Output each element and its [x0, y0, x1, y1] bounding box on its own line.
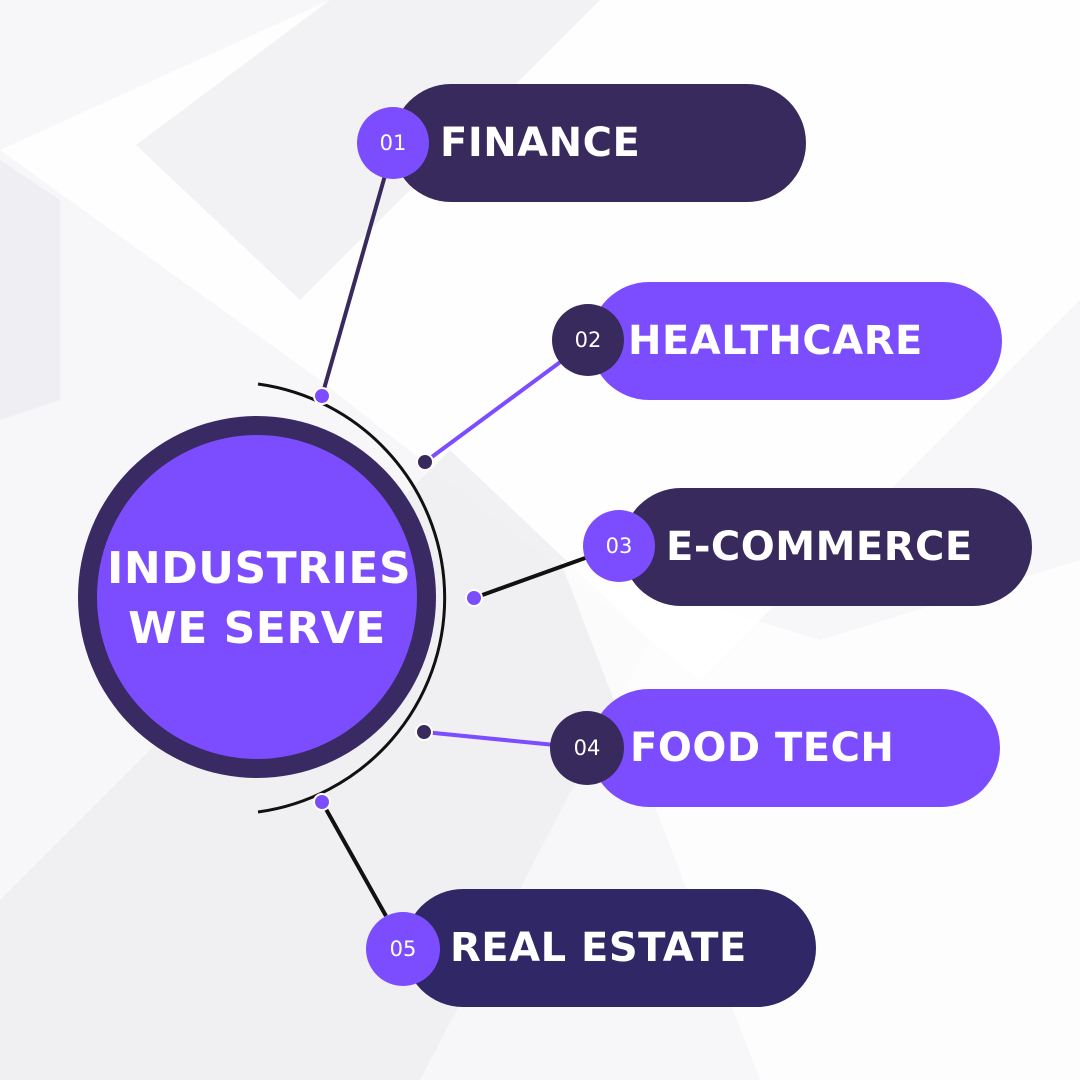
industry-label-finance: FINANCE	[440, 120, 641, 166]
connector-ecommerce	[473, 555, 589, 600]
connector-finance	[320, 171, 388, 397]
connector-foodtech	[423, 730, 556, 747]
industry-label-foodtech: FOOD TECH	[630, 725, 895, 771]
industry-number-03: 03	[605, 534, 633, 558]
industry-number-01: 01	[379, 131, 407, 155]
industry-pill-realestate: REAL ESTATE	[404, 889, 816, 1007]
hub-circle: INDUSTRIES WE SERVE	[97, 435, 417, 759]
industry-label-realestate: REAL ESTATE	[450, 925, 747, 971]
connector-realestate	[320, 801, 388, 917]
industry-number-badge-03: 03	[583, 510, 655, 582]
hub-ring-arc	[257, 382, 447, 814]
industry-label-healthcare: HEALTHCARE	[628, 318, 923, 364]
node-dot-finance	[313, 387, 331, 405]
industry-pill-healthcare: HEALTHCARE	[590, 282, 1002, 400]
industry-number-badge-05: 05	[366, 912, 440, 986]
industry-number-05: 05	[389, 937, 417, 961]
node-dot-foodtech	[415, 723, 433, 741]
industry-number-badge-04: 04	[550, 711, 624, 785]
hub-title: INDUSTRIES WE SERVE	[107, 543, 412, 654]
industry-number-02: 02	[574, 328, 602, 352]
node-dot-realestate	[313, 793, 331, 811]
node-dot-healthcare	[416, 453, 434, 471]
industry-pill-finance: FINANCE	[392, 84, 806, 202]
industry-number-badge-01: 01	[357, 107, 429, 179]
industry-pill-ecommerce: E-COMMERCE	[622, 488, 1032, 606]
industry-label-ecommerce: E-COMMERCE	[666, 524, 973, 570]
connector-healthcare	[423, 358, 565, 464]
industry-pill-foodtech: FOOD TECH	[590, 689, 1000, 807]
node-dot-ecommerce	[465, 589, 483, 607]
industry-number-04: 04	[573, 736, 601, 760]
industry-number-badge-02: 02	[552, 304, 624, 376]
